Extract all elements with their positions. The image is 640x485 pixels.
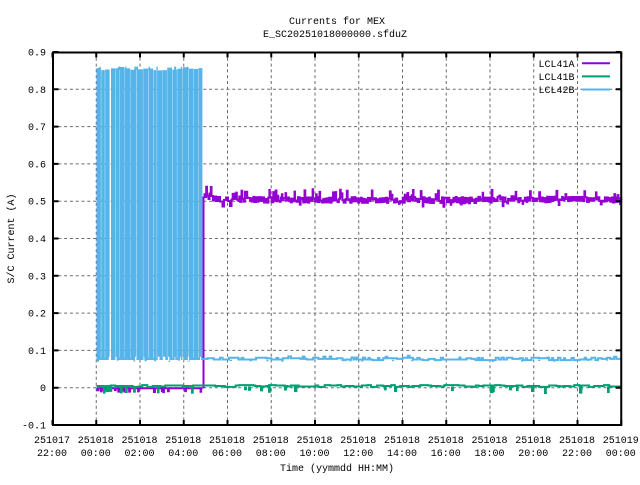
svg-text:0.9: 0.9 (28, 49, 46, 60)
svg-text:0.6: 0.6 (28, 160, 46, 171)
svg-text:251018: 251018 (428, 436, 464, 447)
svg-text:251018: 251018 (253, 436, 289, 447)
svg-text:14:00: 14:00 (387, 449, 417, 460)
svg-text:08:00: 08:00 (256, 449, 286, 460)
svg-text:0: 0 (40, 384, 46, 395)
svg-text:12:00: 12:00 (343, 449, 373, 460)
svg-text:0.2: 0.2 (28, 310, 46, 321)
svg-text:02:00: 02:00 (124, 449, 154, 460)
svg-text:06:00: 06:00 (212, 449, 242, 460)
svg-text:18:00: 18:00 (474, 449, 504, 460)
svg-text:0.1: 0.1 (28, 347, 46, 358)
svg-text:251018: 251018 (471, 436, 507, 447)
svg-text:251018: 251018 (78, 436, 114, 447)
svg-text:LCL41A: LCL41A (538, 60, 574, 71)
svg-text:251018: 251018 (209, 436, 245, 447)
svg-text:Time (yymmdd HH:MM): Time (yymmdd HH:MM) (280, 463, 394, 475)
svg-text:251018: 251018 (559, 436, 595, 447)
svg-text:251019: 251019 (603, 436, 639, 447)
svg-text:04:00: 04:00 (168, 449, 198, 460)
svg-text:Currents for MEX: Currents for MEX (289, 16, 385, 28)
svg-text:E_SC20251018000000.sfduZ: E_SC20251018000000.sfduZ (263, 29, 407, 41)
svg-text:-0.1: -0.1 (22, 422, 46, 433)
svg-text:22:00: 22:00 (562, 449, 592, 460)
svg-text:22:00: 22:00 (37, 449, 67, 460)
svg-text:251018: 251018 (165, 436, 201, 447)
svg-text:0.5: 0.5 (28, 198, 46, 209)
svg-text:0.4: 0.4 (28, 235, 46, 246)
svg-text:S/C Current (A): S/C Current (A) (6, 193, 18, 283)
svg-text:LCL41B: LCL41B (538, 73, 574, 84)
svg-text:00:00: 00:00 (606, 449, 636, 460)
svg-text:251018: 251018 (296, 436, 332, 447)
svg-text:20:00: 20:00 (518, 449, 548, 460)
svg-text:251018: 251018 (121, 436, 157, 447)
svg-text:0.8: 0.8 (28, 86, 46, 97)
svg-text:251018: 251018 (340, 436, 376, 447)
svg-text:00:00: 00:00 (81, 449, 111, 460)
svg-text:251017: 251017 (34, 436, 70, 447)
svg-text:16:00: 16:00 (431, 449, 461, 460)
svg-text:LCL42B: LCL42B (538, 86, 574, 97)
svg-text:251018: 251018 (515, 436, 551, 447)
svg-text:251018: 251018 (384, 436, 420, 447)
svg-text:0.3: 0.3 (28, 272, 46, 283)
svg-text:0.7: 0.7 (28, 123, 46, 134)
svg-text:10:00: 10:00 (299, 449, 329, 460)
